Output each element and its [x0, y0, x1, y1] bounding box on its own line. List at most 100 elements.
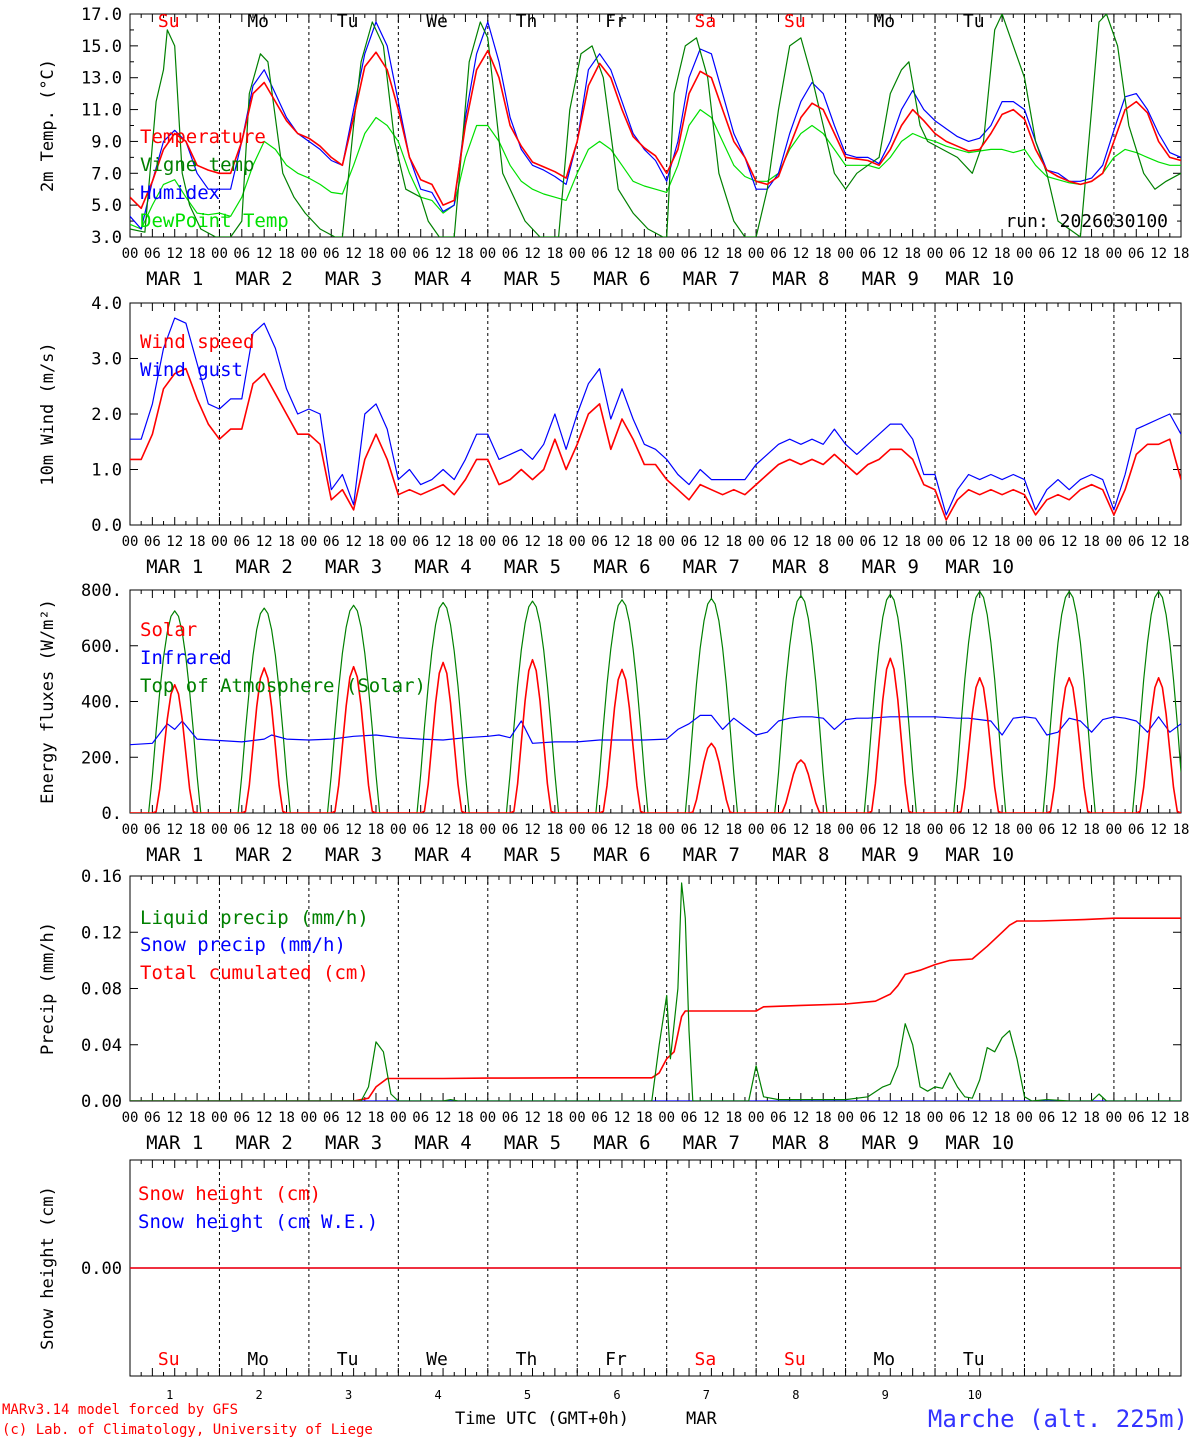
hour-label: 18 [368, 822, 385, 838]
date-label: MAR 3 [325, 844, 382, 866]
y-tick-label: 11.0 [81, 101, 122, 121]
hour-label: 06 [502, 534, 519, 550]
legend-entry: Snow height (cm W.E.) [138, 1211, 378, 1233]
hour-label: 06 [144, 822, 161, 838]
weekday-label: We [426, 11, 448, 32]
date-label: MAR 1 [146, 844, 203, 866]
date-label: MAR 5 [504, 844, 561, 866]
series-group [130, 590, 1181, 813]
date-label: MAR 3 [325, 556, 382, 578]
hour-label: 00 [1016, 822, 1033, 838]
series-group [130, 317, 1181, 521]
hour-label: 00 [211, 246, 228, 262]
y-tick-label: 0.16 [81, 867, 122, 887]
hour-label: 00 [1105, 246, 1122, 262]
hour-label: 00 [390, 1110, 407, 1126]
hour-label: 00 [658, 246, 675, 262]
y-tick-label: 9.0 [91, 132, 122, 152]
hour-label: 12 [435, 822, 452, 838]
weekday-label: Mo [873, 1349, 895, 1370]
hour-label: 00 [390, 822, 407, 838]
hour-label: 18 [1173, 246, 1190, 262]
hour-label: 00 [569, 1110, 586, 1126]
y-axis-label: 2m Temp. (°C) [38, 59, 58, 192]
hour-label: 18 [636, 1110, 653, 1126]
hour-label: 18 [994, 246, 1011, 262]
series-line [130, 109, 1181, 230]
hour-label: 06 [681, 822, 698, 838]
date-label: MAR 10 [945, 1132, 1014, 1154]
day-number-label: 3 [345, 1388, 352, 1402]
legend-entry: DewPoint Temp [140, 210, 289, 232]
hour-label: 18 [368, 246, 385, 262]
hour-label: 18 [457, 822, 474, 838]
hour-label: 12 [256, 534, 273, 550]
y-tick-label: 3.0 [91, 350, 122, 370]
chart-panels: 3.05.07.09.011.013.015.017.02m Temp. (°C… [38, 5, 1189, 1402]
weekday-label: Su [784, 1349, 806, 1370]
hour-label: 06 [323, 1110, 340, 1126]
hour-label: 06 [233, 246, 250, 262]
footer-month: MAR [686, 1409, 717, 1429]
hour-label: 12 [882, 1110, 899, 1126]
hour-label: 12 [166, 822, 183, 838]
hour-label: 06 [860, 822, 877, 838]
date-label: MAR 5 [504, 1132, 561, 1154]
hour-label: 06 [681, 534, 698, 550]
hour-label: 06 [233, 1110, 250, 1126]
weekday-label: Fr [605, 11, 627, 32]
hour-label: 00 [748, 534, 765, 550]
hour-label: 00 [658, 534, 675, 550]
hour-label: 12 [703, 246, 720, 262]
hour-label: 00 [748, 822, 765, 838]
hour-label: 12 [1150, 822, 1167, 838]
hour-label: 00 [1016, 1110, 1033, 1126]
hour-label: 06 [412, 534, 429, 550]
station-label: Marche (alt. 225m) [928, 1405, 1188, 1433]
series-line [130, 14, 1181, 237]
hour-label: 12 [971, 1110, 988, 1126]
hour-label: 06 [502, 246, 519, 262]
y-tick-label: 1.0 [91, 461, 122, 481]
weekday-label: Mo [247, 11, 269, 32]
weekday-label: Su [158, 1349, 180, 1370]
y-tick-label: 4.0 [91, 294, 122, 314]
hour-label: 06 [1128, 822, 1145, 838]
hour-label: 06 [770, 1110, 787, 1126]
hour-label: 06 [591, 246, 608, 262]
hour-label: 18 [636, 246, 653, 262]
hour-label: 12 [524, 822, 541, 838]
hour-label: 18 [1173, 534, 1190, 550]
hour-label: 00 [390, 534, 407, 550]
legend-entry: Vigne temp [140, 154, 254, 176]
hour-label: 00 [300, 534, 317, 550]
hour-label: 00 [569, 534, 586, 550]
hour-label: 18 [815, 534, 832, 550]
hour-label: 06 [412, 1110, 429, 1126]
y-tick-label: 200. [81, 748, 122, 768]
day-number-label: 9 [882, 1388, 889, 1402]
series-line [130, 317, 1181, 516]
hour-label: 06 [770, 822, 787, 838]
date-label: MAR 9 [862, 556, 919, 578]
date-label: MAR 7 [683, 844, 740, 866]
weekday-label: We [426, 1349, 448, 1370]
hour-label: 18 [189, 822, 206, 838]
hour-label: 06 [144, 246, 161, 262]
hour-label: 18 [904, 1110, 921, 1126]
date-label: MAR 8 [772, 268, 829, 290]
hour-label: 06 [323, 246, 340, 262]
day-number-label: 5 [524, 1388, 531, 1402]
hour-label: 18 [904, 534, 921, 550]
run-label: run: 2026030100 [1005, 211, 1168, 232]
hour-label: 18 [815, 822, 832, 838]
hour-label: 06 [591, 822, 608, 838]
hour-label: 00 [479, 1110, 496, 1126]
hour-label: 00 [927, 822, 944, 838]
legend-entry: Total cumulated (cm) [140, 962, 369, 984]
hour-label: 06 [860, 246, 877, 262]
hour-label: 18 [725, 534, 742, 550]
hour-label: 06 [502, 1110, 519, 1126]
hour-label: 12 [256, 246, 273, 262]
date-label: MAR 6 [593, 556, 650, 578]
